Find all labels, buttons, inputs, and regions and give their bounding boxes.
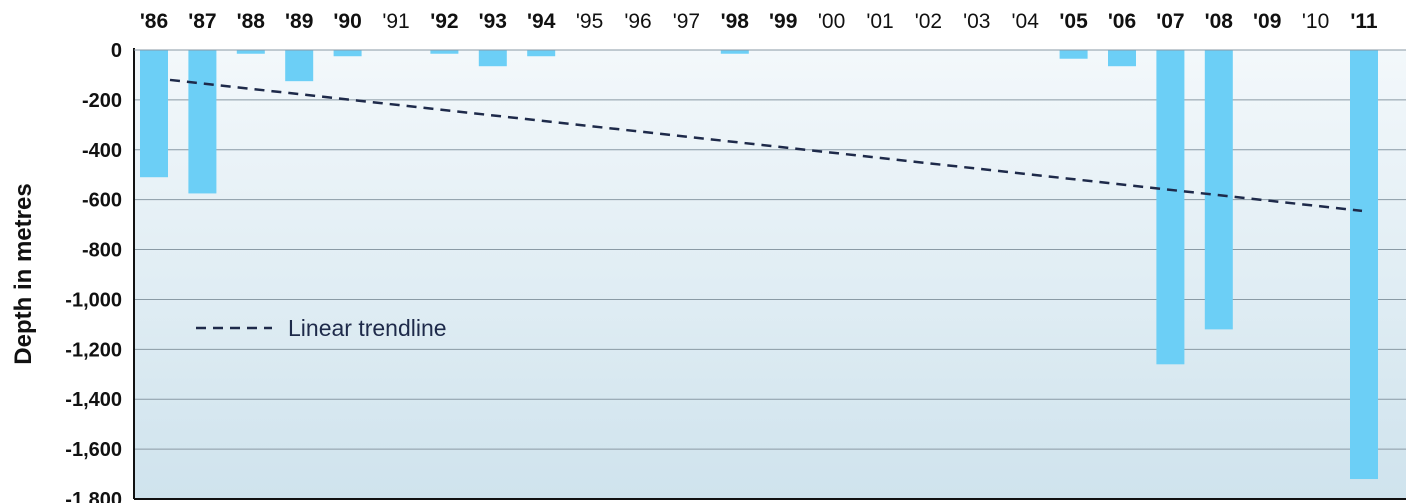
bar bbox=[1204, 50, 1233, 330]
x-tick-label: '95 bbox=[576, 10, 603, 33]
y-tick-label: -1,400 bbox=[65, 389, 122, 411]
x-tick-label: '08 bbox=[1205, 10, 1234, 33]
x-tick-label: '06 bbox=[1108, 10, 1136, 33]
x-tick-label: '94 bbox=[527, 10, 556, 33]
y-tick-label: -400 bbox=[82, 140, 122, 162]
y-axis-label: Depth in metres bbox=[10, 183, 37, 364]
bar bbox=[1059, 50, 1088, 59]
y-tick-label: -800 bbox=[82, 240, 122, 262]
x-tick-label: '02 bbox=[915, 10, 942, 33]
x-tick-label: '01 bbox=[866, 10, 893, 33]
legend-label: Linear trendline bbox=[288, 315, 447, 341]
x-tick-label: '03 bbox=[963, 10, 990, 33]
y-tick-label: -600 bbox=[82, 190, 122, 212]
y-tick-label: -200 bbox=[82, 90, 122, 112]
y-tick-label: 0 bbox=[111, 40, 122, 62]
bar bbox=[1108, 50, 1136, 67]
bar bbox=[188, 50, 217, 194]
x-tick-label: '07 bbox=[1156, 10, 1184, 33]
bar bbox=[527, 50, 556, 57]
x-tick-label: '89 bbox=[285, 10, 313, 33]
trendline bbox=[169, 78, 1363, 213]
x-tick-label: '92 bbox=[430, 10, 458, 33]
x-tick-label: '05 bbox=[1059, 10, 1088, 33]
x-tick-label: '96 bbox=[624, 10, 651, 33]
bar bbox=[140, 50, 168, 178]
x-tick-label: '93 bbox=[479, 10, 507, 33]
bar bbox=[1156, 50, 1185, 365]
bar bbox=[236, 50, 265, 54]
x-tick-label: '98 bbox=[721, 10, 750, 33]
bar bbox=[333, 50, 362, 57]
x-tick-label: '91 bbox=[382, 10, 409, 33]
x-tick-label: '87 bbox=[188, 10, 216, 33]
y-tick-label: -1,000 bbox=[65, 289, 122, 311]
bars bbox=[140, 50, 1378, 480]
x-tick-label: '00 bbox=[818, 10, 845, 33]
axes bbox=[133, 48, 1406, 500]
y-tick-label: -1,800 bbox=[65, 489, 122, 503]
bar bbox=[478, 50, 507, 67]
y-tick-label: -1,600 bbox=[65, 439, 122, 461]
x-tick-label: '88 bbox=[237, 10, 266, 33]
plot-background bbox=[134, 50, 1406, 499]
trendline-layer bbox=[169, 78, 1363, 213]
x-tick-label: '99 bbox=[769, 10, 797, 33]
x-tick-label: '90 bbox=[333, 10, 361, 33]
x-tick-label: '86 bbox=[140, 10, 168, 33]
y-tick-labels: 0 -200 -400 -600 -800 -1,000 -1,200 -1,400 -1,60… bbox=[65, 40, 122, 503]
bar bbox=[1350, 50, 1378, 480]
x-tick-label: '09 bbox=[1253, 10, 1281, 33]
x-tick-label: '04 bbox=[1012, 10, 1040, 33]
x-tick-labels: '86 '87 '88 '89 '90 '91 '92 '93 '94 '95 '96 '97 '98 '… bbox=[140, 10, 1378, 33]
legend: Linear trendline bbox=[196, 315, 447, 341]
y-tick-label: -1,200 bbox=[65, 339, 122, 361]
bar bbox=[285, 50, 314, 82]
x-tick-label: '97 bbox=[673, 10, 700, 33]
bar bbox=[720, 50, 749, 54]
bar bbox=[430, 50, 459, 54]
x-tick-label: '11 bbox=[1350, 10, 1378, 33]
x-tick-label: '10 bbox=[1302, 10, 1329, 33]
